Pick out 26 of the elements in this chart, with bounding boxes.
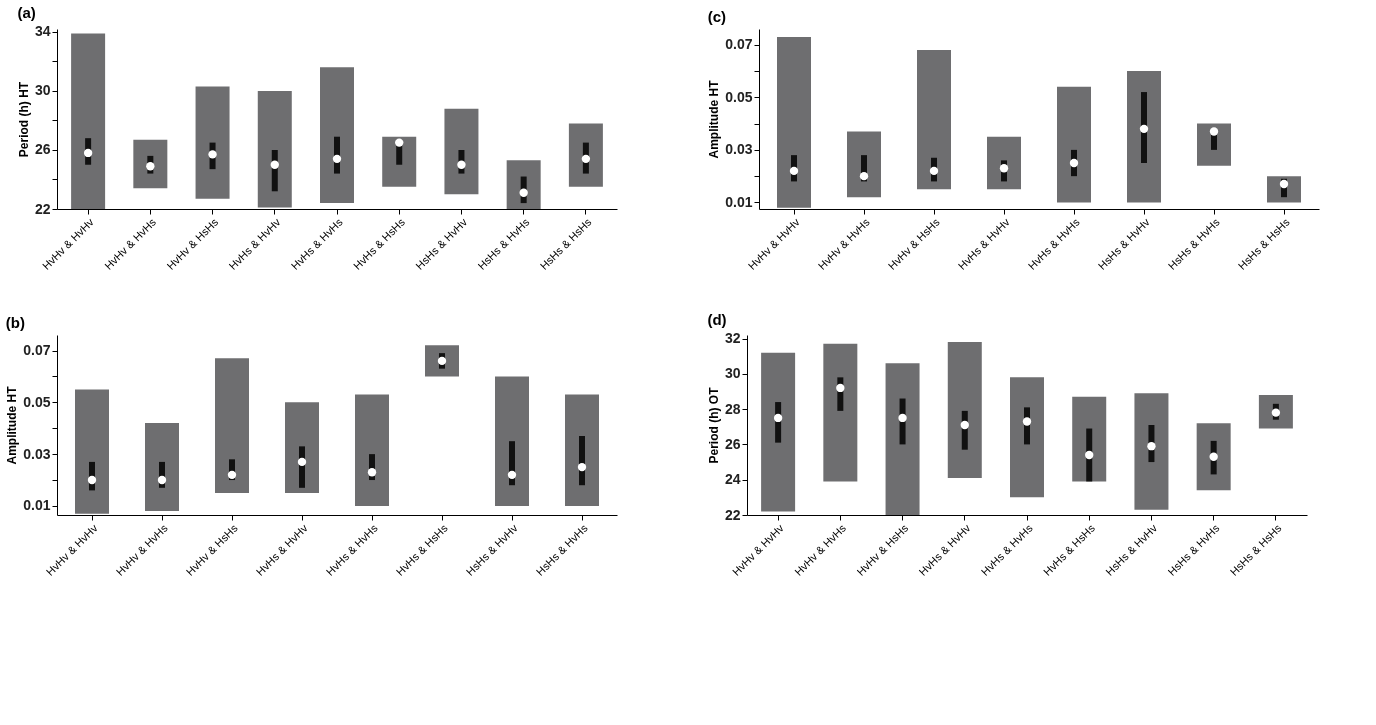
y-tick-label: 0.07: [23, 342, 51, 359]
y-axis-title: Amplitude HT: [707, 79, 722, 159]
y-tick-label: 0.05: [23, 393, 51, 410]
chart-title: (a): [17, 3, 36, 21]
y-tick-label: 30: [724, 365, 741, 382]
y-tick-label: 26: [724, 435, 741, 452]
y-axis-title: Period (h) OT: [706, 386, 721, 464]
y-axis-title: Period (h) HT: [16, 81, 31, 158]
y-tick-label: 22: [34, 200, 51, 217]
y-axis-title: Amplitude HT: [5, 385, 20, 465]
y-tick-label: 0.01: [725, 193, 753, 210]
y-tick-label: 34: [34, 23, 51, 40]
y-tick-label: 32: [724, 330, 741, 347]
y-tick-label: 28: [724, 400, 741, 417]
y-tick-label: 0.07: [725, 36, 753, 53]
y-tick-label: 0.03: [23, 445, 51, 462]
y-tick-label: 22: [724, 506, 741, 523]
y-tick-label: 0.03: [725, 141, 753, 158]
chart-title: (c): [707, 8, 727, 25]
y-tick-label: 30: [34, 82, 51, 99]
y-tick-label: 26: [34, 141, 51, 158]
y-tick-label: 0.05: [725, 88, 753, 105]
chart-title: (d): [707, 310, 727, 328]
y-tick-label: 24: [724, 471, 741, 488]
chart-title: (b): [5, 314, 25, 331]
y-tick-label: 0.01: [23, 497, 51, 514]
